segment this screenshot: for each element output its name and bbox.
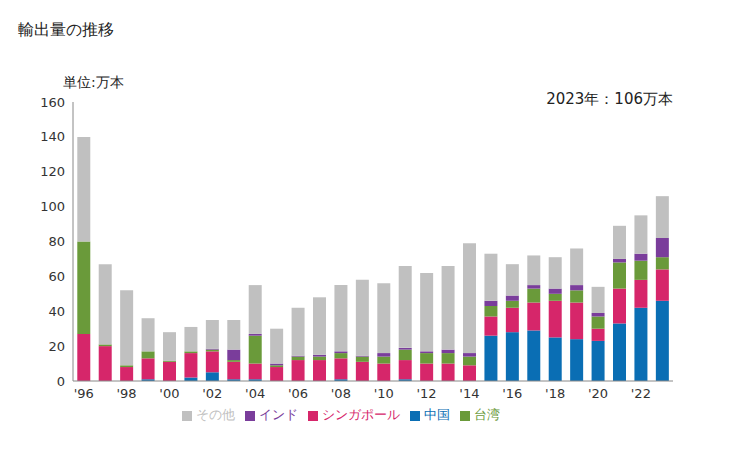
html-text:インド: インド (258, 407, 298, 422)
svg-text:80: 80 (48, 234, 65, 249)
html-text:中国: 中国 (423, 407, 450, 422)
svg-text:'14: '14 (459, 386, 479, 401)
svg-text:'10: '10 (374, 386, 394, 401)
svg-text:'04: '04 (245, 386, 265, 401)
svg-text:'18: '18 (545, 386, 565, 401)
svg-text:'96: '96 (74, 386, 94, 401)
svg-text:'12: '12 (417, 386, 437, 401)
svg-text:140: 140 (40, 129, 65, 144)
svg-text:160: 160 (40, 95, 65, 110)
svg-text:120: 120 (40, 164, 65, 179)
html-text:2023年：106万本: 2023年：106万本 (546, 90, 673, 108)
html-text:その他: その他 (195, 407, 235, 422)
svg-text:'20: '20 (588, 386, 608, 401)
svg-text:'22: '22 (631, 386, 651, 401)
svg-text:20: 20 (48, 339, 65, 354)
svg-text:40: 40 (48, 304, 65, 319)
html-text:輸出量の推移: 輸出量の推移 (18, 20, 114, 39)
html-text:単位:万本: 単位:万本 (63, 74, 124, 90)
svg-text:'16: '16 (502, 386, 522, 401)
svg-text:60: 60 (48, 269, 65, 284)
svg-text:0: 0 (57, 374, 65, 389)
svg-text:'00: '00 (159, 386, 179, 401)
html-text:台湾: 台湾 (473, 407, 500, 422)
html-text:シンガポール: シンガポール (321, 407, 400, 422)
svg-text:'08: '08 (331, 386, 351, 401)
svg-text:'06: '06 (288, 386, 308, 401)
svg-text:'98: '98 (117, 386, 137, 401)
svg-text:'02: '02 (202, 386, 222, 401)
svg-text:100: 100 (40, 199, 65, 214)
